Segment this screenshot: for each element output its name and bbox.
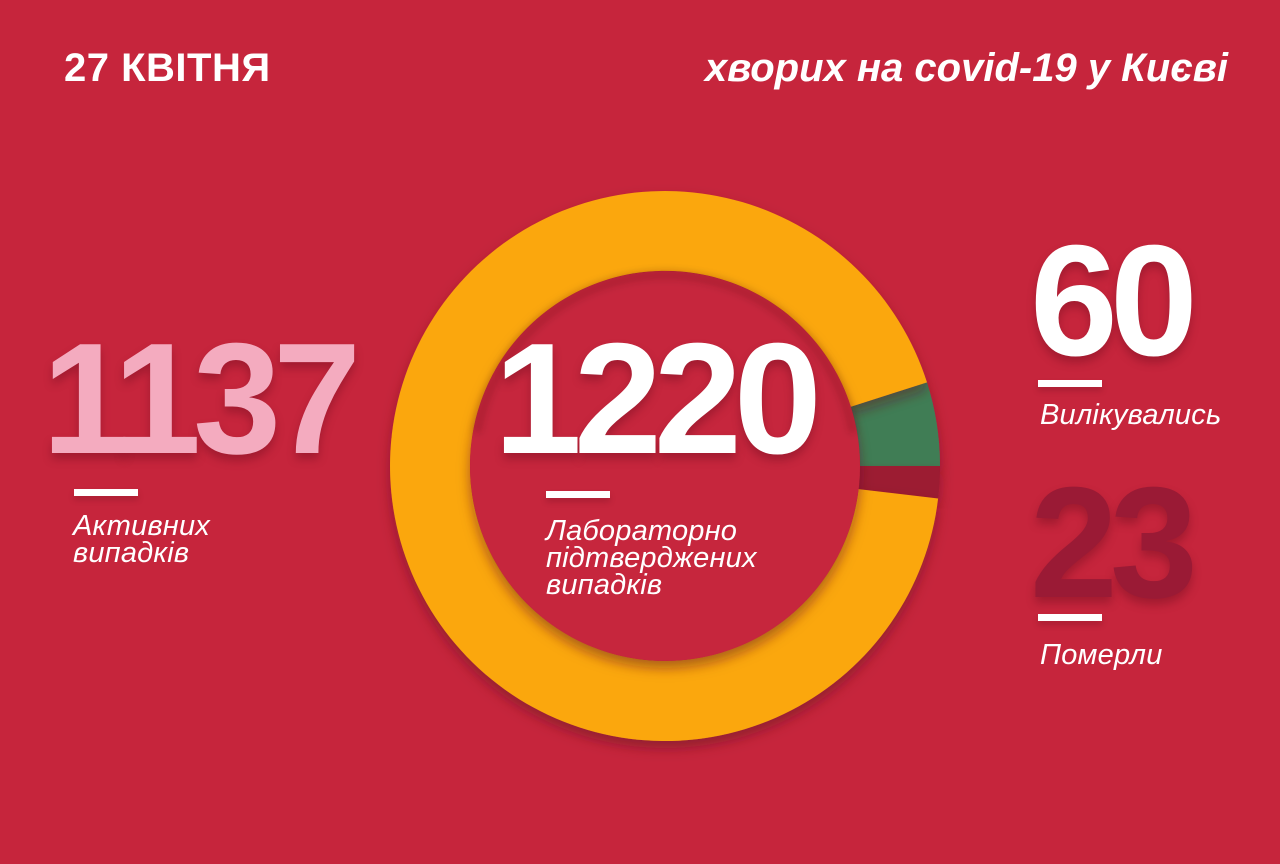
donut-center-disc (470, 271, 860, 661)
date-label: 27 КВІТНЯ (64, 46, 271, 90)
donut-inner-shadow (472, 270, 858, 434)
donut-segment-deaths (858, 466, 941, 499)
page-title: хворих на covid-19 у Києві (704, 46, 1228, 90)
donut-segment-recovered (850, 382, 940, 466)
